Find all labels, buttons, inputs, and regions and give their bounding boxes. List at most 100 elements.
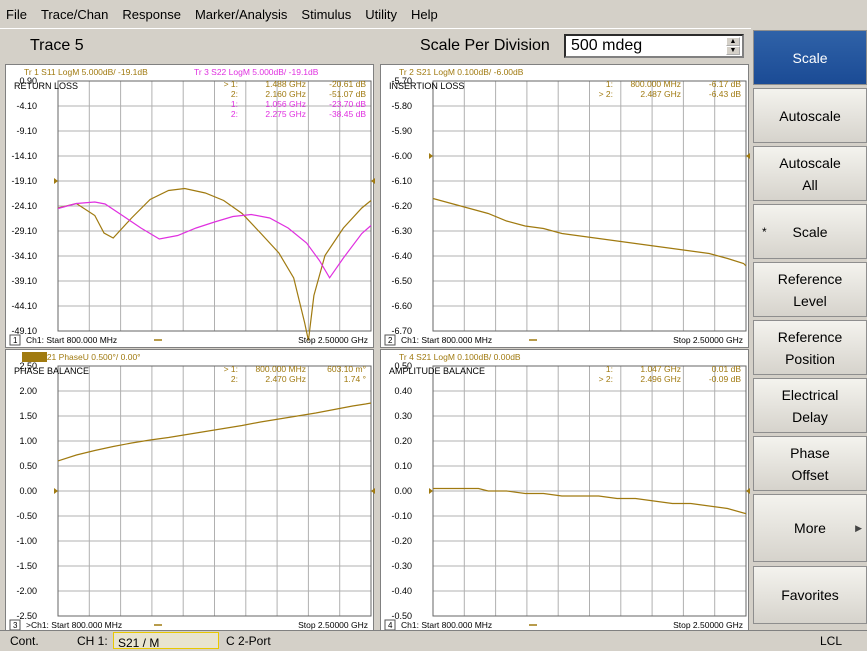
marker-frequency: 2.160 GHz	[265, 89, 306, 99]
y-tick-label: -6.70	[391, 326, 412, 336]
y-tick-label: -6.20	[391, 201, 412, 211]
y-tick-label: 0.50	[19, 461, 37, 471]
marker-index: 1:	[606, 364, 613, 374]
start-frequency-label: Ch1: Start 800.000 MHz	[401, 620, 492, 630]
window-title: AMPLITUDE BALANCE	[389, 366, 485, 376]
scale-per-division-input[interactable]: 500 mdeg ▲ ▼	[564, 34, 744, 58]
marker-frequency: 1.047 GHz	[640, 364, 681, 374]
stop-frequency-label: Stop 2.50000 GHz	[673, 335, 743, 345]
y-tick-label: 2.50	[19, 361, 37, 371]
softkey-label: Reference Level	[777, 270, 843, 309]
stop-frequency-label: Stop 2.50000 GHz	[673, 620, 743, 630]
y-tick-label: 0.10	[394, 461, 412, 471]
start-frequency-label: >Ch1: Start 800.000 MHz	[26, 620, 122, 630]
selected-star-icon: *	[762, 224, 767, 239]
softkey-scale[interactable]: Scale	[753, 30, 867, 85]
marker-index: > 2:	[599, 89, 613, 99]
softkey-electrical-delay[interactable]: Electrical Delay	[753, 378, 867, 433]
plot-frame	[432, 80, 747, 332]
y-tick-label: 0.00	[394, 486, 412, 496]
y-tick-label: -6.10	[391, 176, 412, 186]
softkey-label: Favorites	[781, 587, 839, 603]
reference-arrow-right-icon	[746, 488, 750, 494]
window-insertion-loss[interactable]: -5.70 -5.80 -5.90 -6.00 -6.10 -6.20 -6.30 -6.40…	[380, 64, 750, 348]
reference-arrow-right-icon	[371, 178, 375, 184]
spin-buttons[interactable]: ▲ ▼	[726, 37, 740, 55]
y-tick-label: -4.10	[16, 101, 37, 111]
marker-frequency: 1.488 GHz	[265, 79, 306, 89]
reference-arrow-left-icon	[54, 178, 58, 184]
menu-trace-chan[interactable]: Trace/Chan	[40, 6, 109, 22]
channel-status: CH 1:	[77, 634, 108, 648]
status-bar: Cont. CH 1: S21 / M C 2-Port LCL	[0, 630, 867, 650]
spin-down-icon[interactable]: ▼	[726, 46, 740, 55]
y-tick-label: -0.30	[391, 561, 412, 571]
y-tick-label: -24.10	[11, 201, 37, 211]
y-tick-label: -19.10	[11, 176, 37, 186]
spin-up-icon[interactable]: ▲	[726, 37, 740, 46]
y-tick-label: -6.00	[391, 151, 412, 161]
softkey-favorites[interactable]: Favorites	[753, 566, 867, 624]
menu-response[interactable]: Response	[122, 6, 181, 22]
softkey-more[interactable]: More ▶	[753, 494, 867, 562]
y-tick-label: -6.30	[391, 226, 412, 236]
trace-line-1	[57, 402, 372, 462]
y-tick-label: 0.00	[19, 486, 37, 496]
marker-index: 2:	[231, 109, 238, 119]
softkey-reference-position[interactable]: Reference Position	[753, 320, 867, 375]
marker-frequency: 800.000 MHz	[630, 79, 681, 89]
trace-line-2	[57, 201, 372, 279]
marker-frequency: 2.275 GHz	[265, 109, 306, 119]
y-tick-label: -6.40	[391, 251, 412, 261]
menu-file[interactable]: File	[6, 6, 27, 22]
menu-stimulus[interactable]: Stimulus	[301, 6, 352, 22]
reference-arrow-right-icon	[371, 488, 375, 494]
softkey-autoscale[interactable]: Autoscale	[753, 88, 867, 143]
y-tick-label: -29.10	[11, 226, 37, 236]
stop-frequency-label: Stop 2.50000 GHz	[298, 335, 368, 345]
marker-index: > 1:	[224, 364, 238, 374]
y-tick-label: 0.50	[394, 361, 412, 371]
trace-header-1: Tr 4 S21 LogM 0.100dB/ 0.00dB	[399, 352, 521, 362]
marker-index: 2:	[231, 89, 238, 99]
reference-arrow-left-icon	[54, 488, 58, 494]
start-frequency-label: Ch1: Start 800.000 MHz	[401, 335, 492, 345]
y-tick-label: -0.50	[391, 611, 412, 621]
calibration-status: C 2-Port	[226, 634, 271, 648]
submenu-arrow-icon: ▶	[855, 523, 862, 533]
marker-frequency: 2.496 GHz	[640, 374, 681, 384]
y-tick-label: -34.10	[11, 251, 37, 261]
y-tick-label: -0.40	[391, 586, 412, 596]
window-return-loss[interactable]: 0.90 -4.10 -9.10 -14.10 -19.10 -24.10 -29.10 -3…	[5, 64, 375, 348]
marker-value: -51.07 dB	[329, 89, 366, 99]
softkey-phase-offset[interactable]: Phase Offset	[753, 436, 867, 491]
menu-utility[interactable]: Utility	[365, 6, 398, 22]
marker-frequency: 2.470 GHz	[265, 374, 306, 384]
active-trace-box	[22, 352, 47, 362]
softkey-label: Scale	[792, 49, 828, 66]
chart-svg: 0.50 0.40 0.30 0.20 0.10 0.00 -0.10 -0.20 -0.30 -…	[384, 352, 750, 631]
marker-value: 0.01 dB	[712, 364, 742, 374]
trace-header-1: Tr 2 S21 LogM 0.100dB/ -6.00dB	[399, 67, 524, 77]
marker-index: 1:	[231, 99, 238, 109]
y-tick-label: -39.10	[11, 276, 37, 286]
start-frequency-label: Ch1: Start 800.000 MHz	[26, 335, 117, 345]
menu-marker-analysis[interactable]: Marker/Analysis	[194, 6, 288, 22]
softkey-reference-level[interactable]: Reference Level	[753, 262, 867, 317]
softkey-scale-selected[interactable]: Scale *	[753, 204, 867, 259]
menu-help[interactable]: Help	[411, 6, 438, 22]
window-title: PHASE BALANCE	[14, 366, 89, 376]
y-tick-label: -6.60	[391, 301, 412, 311]
scale-per-division-label: Scale Per Division	[420, 37, 550, 54]
marker-value: 603.10 m°	[327, 364, 366, 374]
window-phase-balance[interactable]: 2.50 2.00 1.50 1.00 0.50 0.00 -0.50 -1.00 -1.50 -…	[5, 349, 375, 633]
reference-arrow-left-icon	[429, 488, 433, 494]
reference-arrow-left-icon	[429, 153, 433, 159]
window-amplitude-balance[interactable]: 0.50 0.40 0.30 0.20 0.10 0.00 -0.10 -0.20 -0.30 -…	[380, 349, 750, 633]
window-number: 4	[388, 621, 393, 630]
y-tick-label: 0.40	[394, 386, 412, 396]
sweep-mode-status: Cont.	[10, 634, 39, 648]
softkey-autoscale-all[interactable]: Autoscale All	[753, 146, 867, 201]
plot-frame	[57, 80, 372, 332]
active-trace-title: Trace 5	[30, 37, 84, 54]
